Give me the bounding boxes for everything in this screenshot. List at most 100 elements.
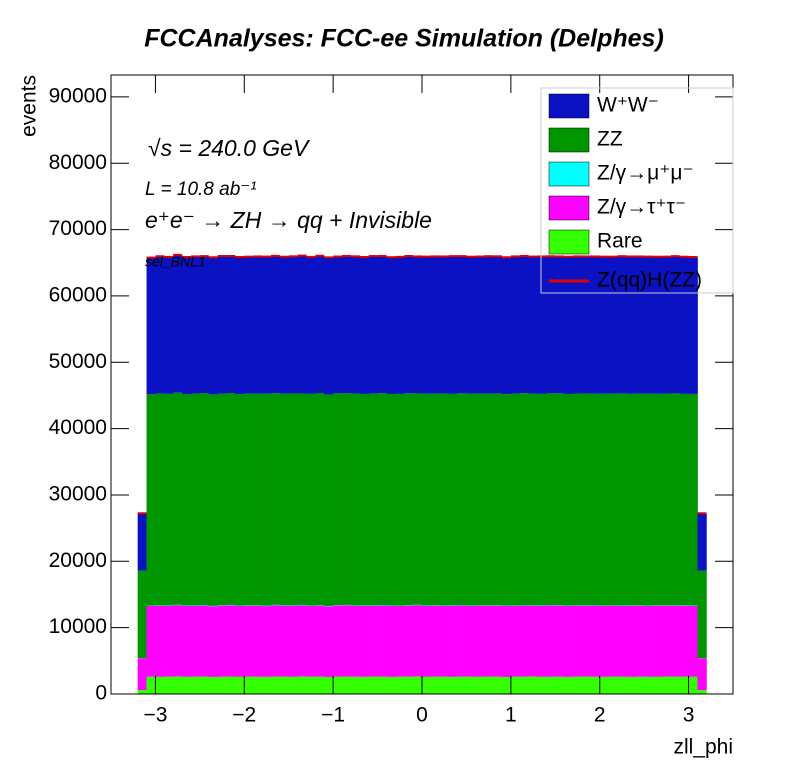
bar-segment: [564, 257, 574, 394]
bar-segment: [386, 393, 396, 606]
bar-segment: [679, 257, 689, 394]
bar-segment: [661, 605, 672, 677]
bar-segment: [297, 255, 307, 394]
bar-segment: [253, 393, 263, 606]
bar-segment: [484, 605, 494, 677]
bar-segment: [430, 393, 441, 606]
bar-segment: [199, 676, 210, 694]
bar-segment: [484, 256, 494, 394]
annotation: sel_BNL1: [145, 254, 206, 270]
bar-segment: [386, 676, 396, 694]
legend-label: Z/γ→τ⁺τ⁻: [597, 196, 686, 219]
bar-segment: [199, 605, 210, 677]
bar-segment: [146, 257, 156, 395]
bar-segment: [377, 605, 387, 677]
bar-segment: [510, 676, 521, 694]
bar-segment: [653, 393, 663, 606]
bar-segment: [564, 393, 574, 606]
bar-segment: [519, 676, 530, 694]
bar-segment: [644, 606, 654, 677]
bar-segment: [359, 257, 370, 394]
bar-segment: [217, 676, 227, 694]
bar-segment: [208, 676, 219, 694]
bar-segment: [590, 393, 601, 606]
bar-segment: [404, 605, 414, 677]
chart-title: FCCAnalyses: FCC-ee Simulation (Delphes): [144, 25, 664, 53]
bar-segment: [359, 393, 370, 606]
bar-segment: [395, 257, 405, 394]
bar-segment: [448, 676, 458, 694]
bar-segment: [413, 393, 423, 605]
bar-segment: [217, 256, 227, 394]
bar-segment: [359, 676, 370, 694]
bar-segment: [501, 257, 512, 395]
bar-segment: [546, 393, 556, 606]
bar-segment: [342, 676, 352, 694]
bar-segment: [253, 676, 263, 694]
bar-segment: [599, 605, 609, 677]
bar-segment: [555, 605, 565, 677]
bar-segment: [484, 676, 494, 694]
bar-segment: [688, 257, 698, 394]
bar-segment: [599, 393, 609, 606]
bar-segment: [537, 393, 547, 606]
bar-segment: [288, 676, 298, 694]
x-tick-label: −2: [232, 704, 256, 727]
bar-segment: [466, 257, 476, 394]
bar-segment: [199, 256, 210, 393]
y-tick-label: 50000: [49, 350, 107, 373]
bar-segment: [164, 257, 174, 394]
bar-segment: [617, 605, 627, 677]
bar-segment: [475, 605, 485, 677]
bar-segment: [617, 676, 627, 694]
bar-segment: [573, 393, 583, 606]
bar-segment: [270, 605, 281, 677]
bar-segment: [297, 605, 307, 677]
bar-segment: [155, 393, 165, 606]
bar-segment: [590, 676, 601, 694]
bar-segment: [661, 676, 672, 694]
x-tick-label: 0: [416, 704, 428, 727]
bar-segment: [350, 676, 361, 694]
bar-segment: [528, 256, 538, 394]
bar-segment: [510, 393, 521, 606]
bar-segment: [315, 676, 325, 694]
legend-label: Z/γ→μ⁺μ⁻: [597, 162, 694, 185]
bar-segment: [342, 393, 352, 605]
bar-segment: [626, 393, 636, 606]
bar-segment: [546, 605, 556, 677]
bar-segment: [173, 255, 183, 393]
bar-segment: [155, 676, 165, 694]
legend-swatch: [548, 93, 590, 119]
bar-segment: [635, 256, 645, 394]
bar-segment: [670, 256, 681, 394]
annotation: e⁺e⁻ → ZH → qq + Invisible: [145, 207, 432, 233]
bar-segment: [413, 605, 423, 677]
bar-segment: [235, 676, 245, 694]
bar-segment: [501, 605, 512, 677]
bar-segment: [235, 257, 245, 395]
bar-segment: [350, 605, 361, 677]
bar-segment: [457, 605, 467, 677]
bar-segment: [217, 605, 227, 677]
bar-segment: [439, 393, 450, 606]
bar-segment: [333, 256, 343, 394]
bar-segment: [182, 676, 192, 694]
bar-segment: [590, 605, 601, 677]
bar-segment: [466, 605, 476, 677]
bar-segment: [653, 605, 663, 677]
bar-segment: [377, 676, 387, 694]
bar-segment: [510, 605, 521, 677]
bar-segment: [608, 676, 618, 694]
bar-segment: [537, 605, 547, 677]
bar-segment: [688, 393, 698, 606]
bar-segment: [288, 256, 298, 394]
bar-segment: [599, 676, 609, 694]
bar-segment: [253, 256, 263, 394]
bar-segment: [377, 393, 387, 606]
bar-segment: [448, 256, 458, 394]
bar-segment: [439, 256, 450, 394]
bar-segment: [555, 393, 565, 606]
legend-swatch: [548, 195, 590, 221]
bar-segment: [430, 256, 441, 394]
